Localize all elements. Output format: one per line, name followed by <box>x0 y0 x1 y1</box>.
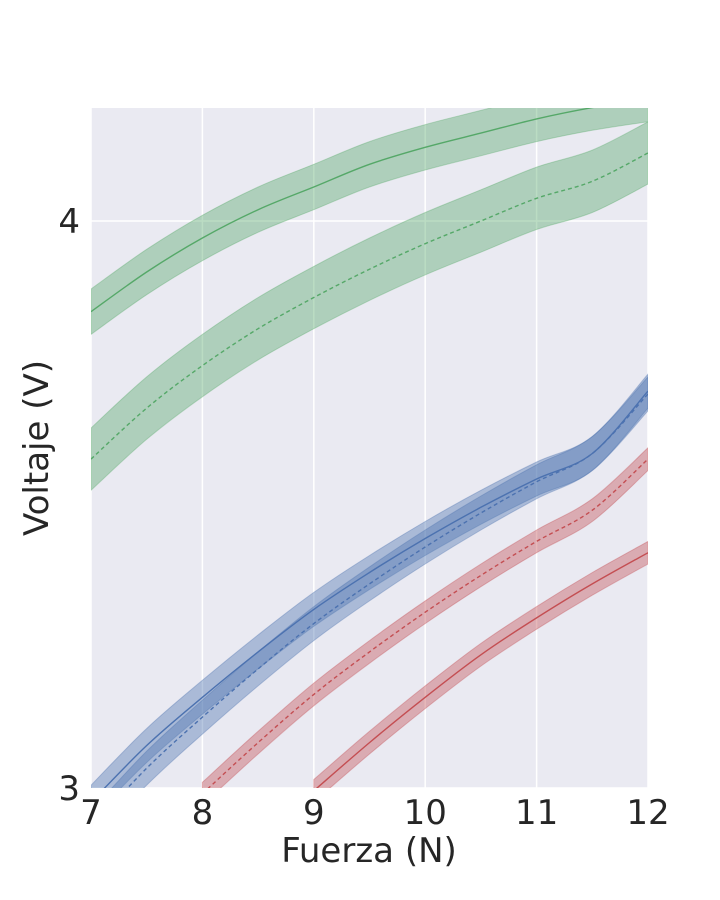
y-tick-labels: 34 <box>58 202 80 809</box>
series-lines <box>91 108 648 788</box>
series-4-line <box>207 458 648 788</box>
series-5-line <box>315 552 648 788</box>
grid <box>90 108 649 789</box>
series-4-band <box>201 447 648 788</box>
x-tick-label: 10 <box>404 793 447 833</box>
series-5-band <box>313 540 648 788</box>
x-tick-label: 12 <box>626 793 669 833</box>
x-tick-label: 9 <box>303 793 325 833</box>
series-0-band <box>91 108 648 336</box>
y-axis-label: Voltaje (V) <box>17 360 57 536</box>
x-tick-label: 11 <box>515 793 558 833</box>
x-tick-label: 7 <box>80 793 102 833</box>
y-tick-label: 4 <box>58 202 80 242</box>
x-tick-label: 8 <box>192 793 214 833</box>
y-tick-label: 3 <box>58 769 80 809</box>
x-axis-label: Fuerza (N) <box>281 831 457 871</box>
x-tick-labels: 7 8 9 10 11 12 <box>80 793 669 833</box>
series-0-line <box>91 108 595 313</box>
confidence-bands <box>91 108 648 788</box>
series-2-line <box>103 390 648 788</box>
series-1-line <box>91 152 648 460</box>
series-1-band <box>91 121 648 491</box>
series-3-line <box>126 393 648 788</box>
